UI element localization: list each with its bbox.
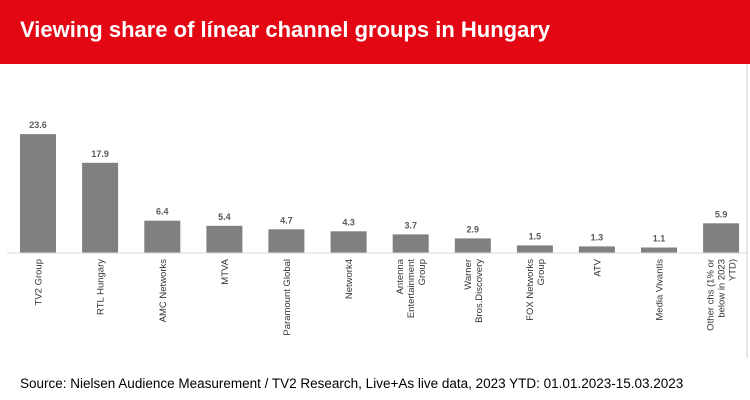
category-label: Paramount Global [282,259,293,336]
category-label: AntennaEntertainmentGroup [395,258,428,318]
category-label-line: Entertainment [406,259,417,319]
category-label: TV2 Group [34,259,45,305]
bar [641,247,677,253]
bar [703,223,740,253]
bar [144,220,181,253]
category-label-line: MTVA [220,258,231,284]
category-label-line: YTD) [728,259,739,281]
bar [578,246,615,253]
title-banner: Viewing share of línear channel groups i… [0,0,750,64]
chart-area: 23.6 TV2 Group 17.9 RTL Hungary 6.4 AMC Netwo… [0,64,748,358]
category-label-line: TV2 Group [34,259,45,305]
category-label-line: Antenna [395,258,406,294]
bar [82,162,119,253]
bar [268,229,305,253]
category-label: AMC Networks [158,259,169,323]
data-label: 1.1 [653,234,666,244]
category-label: ATV [592,258,603,276]
data-label: 4.7 [280,215,293,225]
category-label: Network4 [344,259,355,299]
category-label-line: Warner [463,259,474,290]
bar [330,231,367,253]
category-label-line: below in 2023 [717,259,728,318]
category-label: Media Vivantis [655,259,666,321]
category-label-line: RTL Hungary [96,259,107,315]
bar [516,245,553,253]
data-label: 1.3 [591,232,604,242]
data-label: 3.7 [404,220,417,230]
data-label: 5.4 [218,212,231,222]
source-note: Source: Nielsen Audience Measurement / T… [20,376,684,391]
category-label: Other chs (1% orbelow in 2023YTD) [706,259,739,331]
chart-title: Viewing share of línear channel groups i… [20,17,551,42]
category-label: MTVA [220,258,231,284]
bar [206,225,243,253]
data-label: 2.9 [467,224,480,234]
bar [392,234,429,253]
bar [454,238,491,253]
category-label-line: Bros.Discovery [474,259,485,323]
category-label-line: ATV [592,258,603,276]
data-label: 6.4 [156,207,169,217]
category-label-line: Network4 [344,259,355,299]
category-label-line: AMC Networks [158,259,169,323]
category-label: WarnerBros.Discovery [463,259,485,323]
data-label: 4.3 [342,217,355,227]
data-label: 5.9 [715,209,728,219]
category-label-line: Group [417,259,428,285]
bar [20,134,56,253]
category-label-line: Other chs (1% or [706,259,717,331]
data-label: 1.5 [529,231,542,241]
category-label-line: FOX Networks [525,259,536,321]
category-label: FOX NetworksGroup [525,259,547,321]
data-label: 17.9 [91,149,109,159]
category-label: RTL Hungary [96,259,107,315]
bar-chart: 23.6 TV2 Group 17.9 RTL Hungary 6.4 AMC Netwo… [7,120,746,336]
data-label: 23.6 [29,120,47,130]
category-label-line: Paramount Global [282,259,293,336]
category-label-line: Group [536,259,547,285]
category-label-line: Media Vivantis [655,259,666,321]
